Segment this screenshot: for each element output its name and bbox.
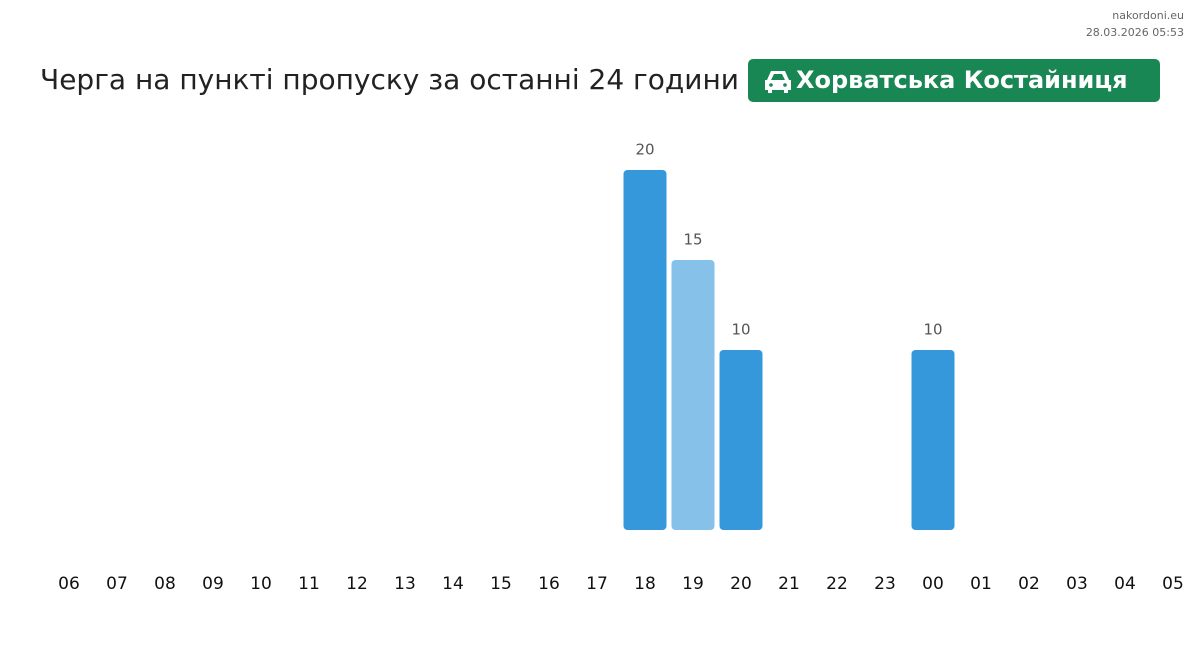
value-label: 10 [731,321,750,339]
x-tick-label: 07 [106,574,128,594]
x-tick-label: 00 [922,574,944,594]
value-label: 10 [923,321,942,339]
x-tick-label: 21 [778,574,800,594]
x-tick-label: 10 [250,574,272,594]
bar [719,350,763,530]
x-tick-label: 08 [154,574,176,594]
bar [623,170,667,530]
x-tick-label: 05 [1162,574,1184,594]
value-label: 15 [683,231,702,249]
bar [671,260,715,530]
site: nakordoni.eu [1112,9,1184,22]
x-tick-label: 15 [490,574,512,594]
x-tick-label: 17 [586,574,608,594]
x-tick-label: 03 [1066,574,1088,594]
bar [911,350,955,530]
x-tick-label: 12 [346,574,368,594]
x-tick-label: 22 [826,574,848,594]
x-tick-label: 04 [1114,574,1136,594]
x-tick-label: 09 [202,574,224,594]
car-icon [765,71,791,93]
x-tick-label: 20 [730,574,752,594]
x-tick-label: 11 [298,574,320,594]
x-tick-label: 18 [634,574,656,594]
x-tick-label: 16 [538,574,560,594]
timestamp: 28.03.2026 05:53 [1086,26,1184,39]
x-tick-label: 23 [874,574,896,594]
badge-text: Хорватська Костайниця [796,66,1128,94]
x-tick-label: 01 [970,574,992,594]
x-tick-label: 13 [394,574,416,594]
chart-title: Черга на пункті пропуску за останні 24 г… [40,63,739,96]
value-label: 20 [635,141,654,159]
badge [748,59,1160,102]
x-tick-label: 02 [1018,574,1040,594]
x-tick-label: 14 [442,574,464,594]
x-tick-label: 06 [58,574,80,594]
x-tick-label: 19 [682,574,704,594]
